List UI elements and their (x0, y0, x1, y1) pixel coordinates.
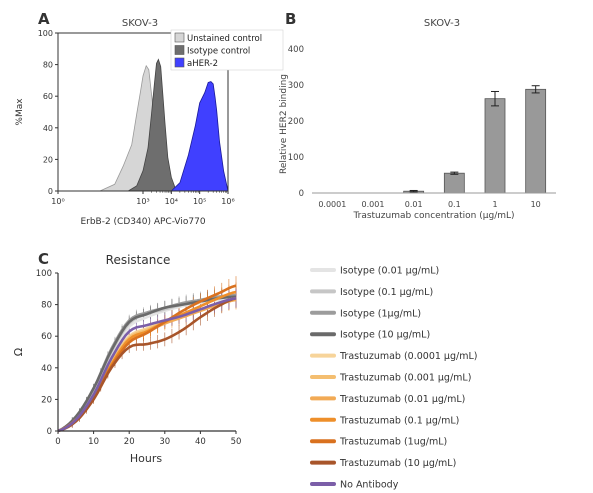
bar-x-label: Trastuzumab concentration (µg/mL) (352, 211, 514, 221)
bar-x-tick-label: 0.001 (362, 200, 385, 209)
line-y-tick-label: 60 (41, 332, 52, 342)
histogram-y-label: %Max (15, 98, 25, 126)
histogram-panel: SKOV-3 0 20 40 60 80 100 10⁰ 10³ 10⁴ 10⁵ 10⁶ %Max… (15, 18, 284, 227)
line-y-tick-label: 0 (47, 427, 52, 437)
x-tick-label: 10⁰ (51, 197, 64, 206)
line-y-tick-label: 80 (41, 301, 52, 311)
legend-box (170, 29, 284, 71)
histogram-x-axis: 10⁰ 10³ 10⁴ 10⁵ 10⁶ (51, 191, 235, 206)
line-panel: Resistance 0 20 40 60 80 100 0 10 20 30 40 50 Ω Hou… (12, 253, 241, 465)
legend-label: Trastuzumab (0.0001 µg/mL) (339, 351, 477, 362)
bar-y-tick-label: 300 (288, 81, 304, 91)
line-x-tick-label: 20 (124, 437, 135, 447)
histogram-x-label: ErbB-2 (CD340) APC-Vio770 (80, 217, 205, 227)
panel-letter-c: C (38, 250, 49, 268)
legend-label: No Antibody (340, 480, 399, 491)
legend-label: Isotype (10 µg/mL) (340, 330, 430, 341)
bar-x-tick-label: 1 (492, 200, 497, 209)
bar-y-tick-label: 0 (299, 189, 304, 199)
y-tick-label: 100 (38, 29, 53, 38)
legend-swatch (174, 57, 185, 68)
x-tick-label: 10⁵ (193, 197, 206, 206)
bar-title: SKOV-3 (424, 18, 460, 29)
y-tick-label: 20 (43, 155, 53, 164)
legend-label: Trastuzumab (0.1 µg/mL) (339, 415, 459, 426)
legend-label: Trastuzumab (0.001 µg/mL) (339, 373, 471, 384)
histogram-y-axis: 0 20 40 60 80 100 (38, 29, 58, 196)
bar-x-tick-label: 0.1 (448, 200, 461, 209)
histogram-legend: Unstained control Isotype control aHER-2 (170, 29, 284, 71)
line-x-tick-label: 0 (55, 437, 60, 447)
line-series-3 (57, 295, 237, 433)
bar-y-tick-label: 400 (288, 45, 304, 55)
line-x-label: Hours (130, 452, 162, 465)
x-tick-label: 10⁴ (165, 197, 178, 206)
legend-label: aHER-2 (187, 59, 218, 69)
legend-label: Isotype (0.01 µg/mL) (340, 266, 439, 277)
bar-y-tick-label: 200 (288, 117, 304, 127)
bar-1 (484, 98, 506, 194)
bar-10 (525, 88, 547, 194)
line-series-9 (57, 297, 237, 433)
y-tick-label: 80 (43, 61, 53, 70)
line-y-tick-label: 40 (41, 364, 52, 374)
histogram-areas (99, 58, 229, 192)
legend-label: Trastuzumab (10 µg/mL) (339, 458, 456, 469)
bar-x-tick-label: 10 (531, 200, 541, 209)
y-tick-label: 40 (43, 124, 53, 133)
y-tick-label: 0 (48, 187, 53, 196)
legend-label: Trastuzumab (1ug/mL) (339, 437, 447, 448)
histogram-peak-2 (170, 81, 229, 192)
panel-letter-b: B (285, 10, 296, 28)
histogram-peak-1 (126, 58, 177, 192)
legend-label: Trastuzumab (0.01 µg/mL) (339, 394, 465, 405)
line-x-tick-label: 40 (195, 437, 206, 447)
bar-y-label: Relative HER2 binding (279, 74, 289, 174)
legend-label: Isotype (0.1 µg/mL) (340, 287, 433, 298)
bar-x-tick-label: 0.0001 (318, 200, 346, 209)
legend-label: Isotype control (187, 47, 250, 57)
legend-label: Isotype (1µg/mL) (340, 308, 421, 319)
bar-y-tick-label: 100 (288, 153, 304, 163)
line-y-tick-label: 20 (41, 395, 52, 405)
line-series (57, 284, 237, 433)
line-x-tick-label: 30 (159, 437, 170, 447)
legend-label: Unstained control (187, 34, 262, 44)
bar-0.1 (443, 172, 465, 194)
line-x-tick-label: 50 (231, 437, 242, 447)
line-x-tick-label: 10 (88, 437, 99, 447)
line-series-10 (57, 297, 237, 433)
legend-swatch (174, 45, 185, 55)
x-tick-label: 10⁶ (221, 197, 234, 206)
bar-x-tick-label: 0.01 (405, 200, 423, 209)
line-y-label: Ω (12, 348, 25, 356)
bar-series (403, 85, 547, 194)
histogram-title: SKOV-3 (122, 18, 158, 29)
y-tick-label: 60 (43, 92, 53, 101)
line-title: Resistance (106, 253, 171, 267)
line-legend: Isotype (0.01 µg/mL) Isotype (0.1 µg/mL) I… (310, 266, 477, 491)
bar-panel: SKOV-3 0 100 200 300 400 0.0001 0.001 0.01 0.1 1 1… (279, 18, 556, 221)
panel-letter-a: A (38, 10, 50, 28)
legend-swatch (174, 32, 185, 43)
line-y-tick-label: 100 (36, 269, 52, 279)
x-tick-label: 10³ (136, 197, 149, 206)
